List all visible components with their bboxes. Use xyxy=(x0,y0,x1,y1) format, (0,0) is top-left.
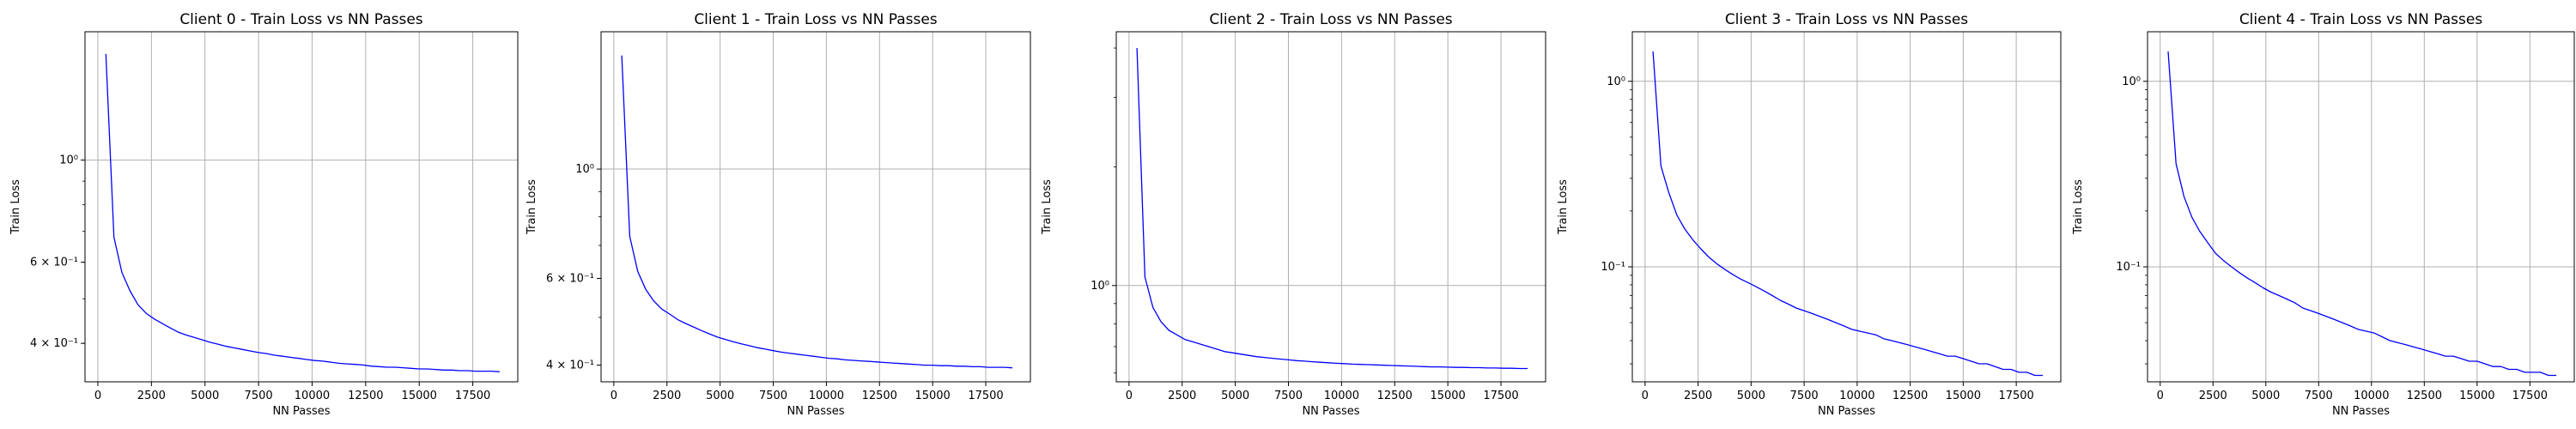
x-tick-label: 10000 xyxy=(1324,390,1359,402)
x-tick-label: 7500 xyxy=(2305,390,2333,402)
chart-title: Client 1 - Train Loss vs NN Passes xyxy=(694,11,937,28)
x-tick-label: 5000 xyxy=(191,390,219,402)
subplot-4: 0 2500 5000 7500 10000 12500 15000 17500 10⁰ 10⁻¹… xyxy=(2072,11,2575,418)
x-tick-label: 2500 xyxy=(1684,390,1712,402)
x-tick-label: 15000 xyxy=(2459,390,2494,402)
loss-series-line xyxy=(2167,51,2557,377)
subplot-1: 0 2500 5000 7500 10000 12500 15000 17500 10⁰ 6 × … xyxy=(526,11,1031,418)
y-tick-label: 4 × 10⁻¹ xyxy=(30,337,78,350)
x-tick-label: 7500 xyxy=(1790,390,1819,402)
x-tick-label: 5000 xyxy=(2251,390,2280,402)
x-tick-label: 17500 xyxy=(1998,390,2033,402)
x-tick-label: 5000 xyxy=(706,390,734,402)
x-tick-label: 2500 xyxy=(137,390,166,402)
x-axis-label: NN Passes xyxy=(787,405,844,418)
y-tick-label: 10⁻¹ xyxy=(2116,261,2141,274)
y-tick-label: 10⁰ xyxy=(59,154,78,167)
y-tick-label: 6 × 10⁻¹ xyxy=(30,257,78,269)
x-tick-label: 2500 xyxy=(2199,390,2227,402)
chart-title: Client 0 - Train Loss vs NN Passes xyxy=(179,11,422,28)
y-tick-label: 10⁰ xyxy=(1607,76,1625,88)
chart-title: Client 4 - Train Loss vs NN Passes xyxy=(2239,11,2482,28)
axes-frame xyxy=(1115,31,1546,383)
x-tick-label: 17500 xyxy=(455,390,490,402)
x-tick-label: 2500 xyxy=(1168,390,1196,402)
x-tick-label: 12500 xyxy=(862,390,897,402)
x-tick-label: 15000 xyxy=(1946,390,1981,402)
x-tick-label: 10000 xyxy=(1839,390,1874,402)
y-tick-label: 10⁰ xyxy=(575,163,594,176)
x-tick-label: 15000 xyxy=(914,390,950,402)
x-tick-label: 12500 xyxy=(348,390,383,402)
x-tick-label: 10000 xyxy=(809,390,844,402)
subplot-0: 0 2500 5000 7500 10000 12500 15000 17500 10⁰ 6 × … xyxy=(9,11,519,418)
y-tick-label: 4 × 10⁻¹ xyxy=(546,360,594,372)
axes-frame xyxy=(84,31,519,383)
x-axis-label: NN Passes xyxy=(1302,405,1359,418)
y-axis-label: Train Loss xyxy=(9,179,22,235)
x-tick-label: 0 xyxy=(1642,390,1649,402)
y-tick-label: 10⁰ xyxy=(1091,280,1109,293)
y-axis-label: Train Loss xyxy=(1041,179,1054,235)
loss-series-line xyxy=(105,53,500,372)
x-tick-label: 5000 xyxy=(1221,390,1249,402)
y-tick-label: 6 × 10⁻¹ xyxy=(546,272,594,285)
x-tick-label: 10000 xyxy=(295,390,330,402)
x-tick-label: 15000 xyxy=(402,390,437,402)
axes-frame xyxy=(600,31,1031,383)
y-axis-label: Train Loss xyxy=(526,179,538,235)
subplot-2: 0 2500 5000 7500 10000 12500 15000 17500 10⁰ Clie… xyxy=(1041,11,1546,418)
loss-series-line xyxy=(1652,51,2043,377)
x-tick-label: 0 xyxy=(94,390,101,402)
x-tick-label: 5000 xyxy=(1737,390,1765,402)
subplot-3: 0 2500 5000 7500 10000 12500 15000 17500 10⁰ 10⁻¹… xyxy=(1557,11,2062,418)
x-tick-label: 10000 xyxy=(2354,390,2389,402)
y-tick-label: 10⁻¹ xyxy=(1601,261,1625,274)
x-tick-label: 7500 xyxy=(1274,390,1303,402)
x-tick-label: 17500 xyxy=(2512,390,2548,402)
x-tick-label: 17500 xyxy=(968,390,1003,402)
x-tick-label: 7500 xyxy=(759,390,787,402)
axes-frame xyxy=(2147,31,2575,383)
x-tick-label: 0 xyxy=(1126,390,1133,402)
x-tick-label: 0 xyxy=(611,390,617,402)
x-axis-label: NN Passes xyxy=(272,405,330,418)
y-tick-label: 10⁰ xyxy=(2122,76,2141,88)
axes-frame xyxy=(1631,31,2062,383)
y-axis-label: Train Loss xyxy=(1557,179,1570,235)
x-tick-label: 7500 xyxy=(245,390,273,402)
x-tick-label: 0 xyxy=(2157,390,2164,402)
x-tick-label: 12500 xyxy=(2407,390,2442,402)
x-axis-label: NN Passes xyxy=(1818,405,1875,418)
loss-series-line xyxy=(621,55,1013,369)
x-tick-label: 17500 xyxy=(1483,390,1518,402)
x-tick-label: 15000 xyxy=(1430,390,1465,402)
chart-title: Client 2 - Train Loss vs NN Passes xyxy=(1209,11,1452,28)
x-tick-label: 12500 xyxy=(1893,390,1928,402)
x-tick-label: 12500 xyxy=(1377,390,1413,402)
x-axis-label: NN Passes xyxy=(2332,405,2390,418)
chart-title: Client 3 - Train Loss vs NN Passes xyxy=(1725,11,1968,28)
x-tick-label: 2500 xyxy=(653,390,681,402)
y-axis-label: Train Loss xyxy=(2072,179,2085,235)
loss-series-line xyxy=(1136,47,1528,370)
